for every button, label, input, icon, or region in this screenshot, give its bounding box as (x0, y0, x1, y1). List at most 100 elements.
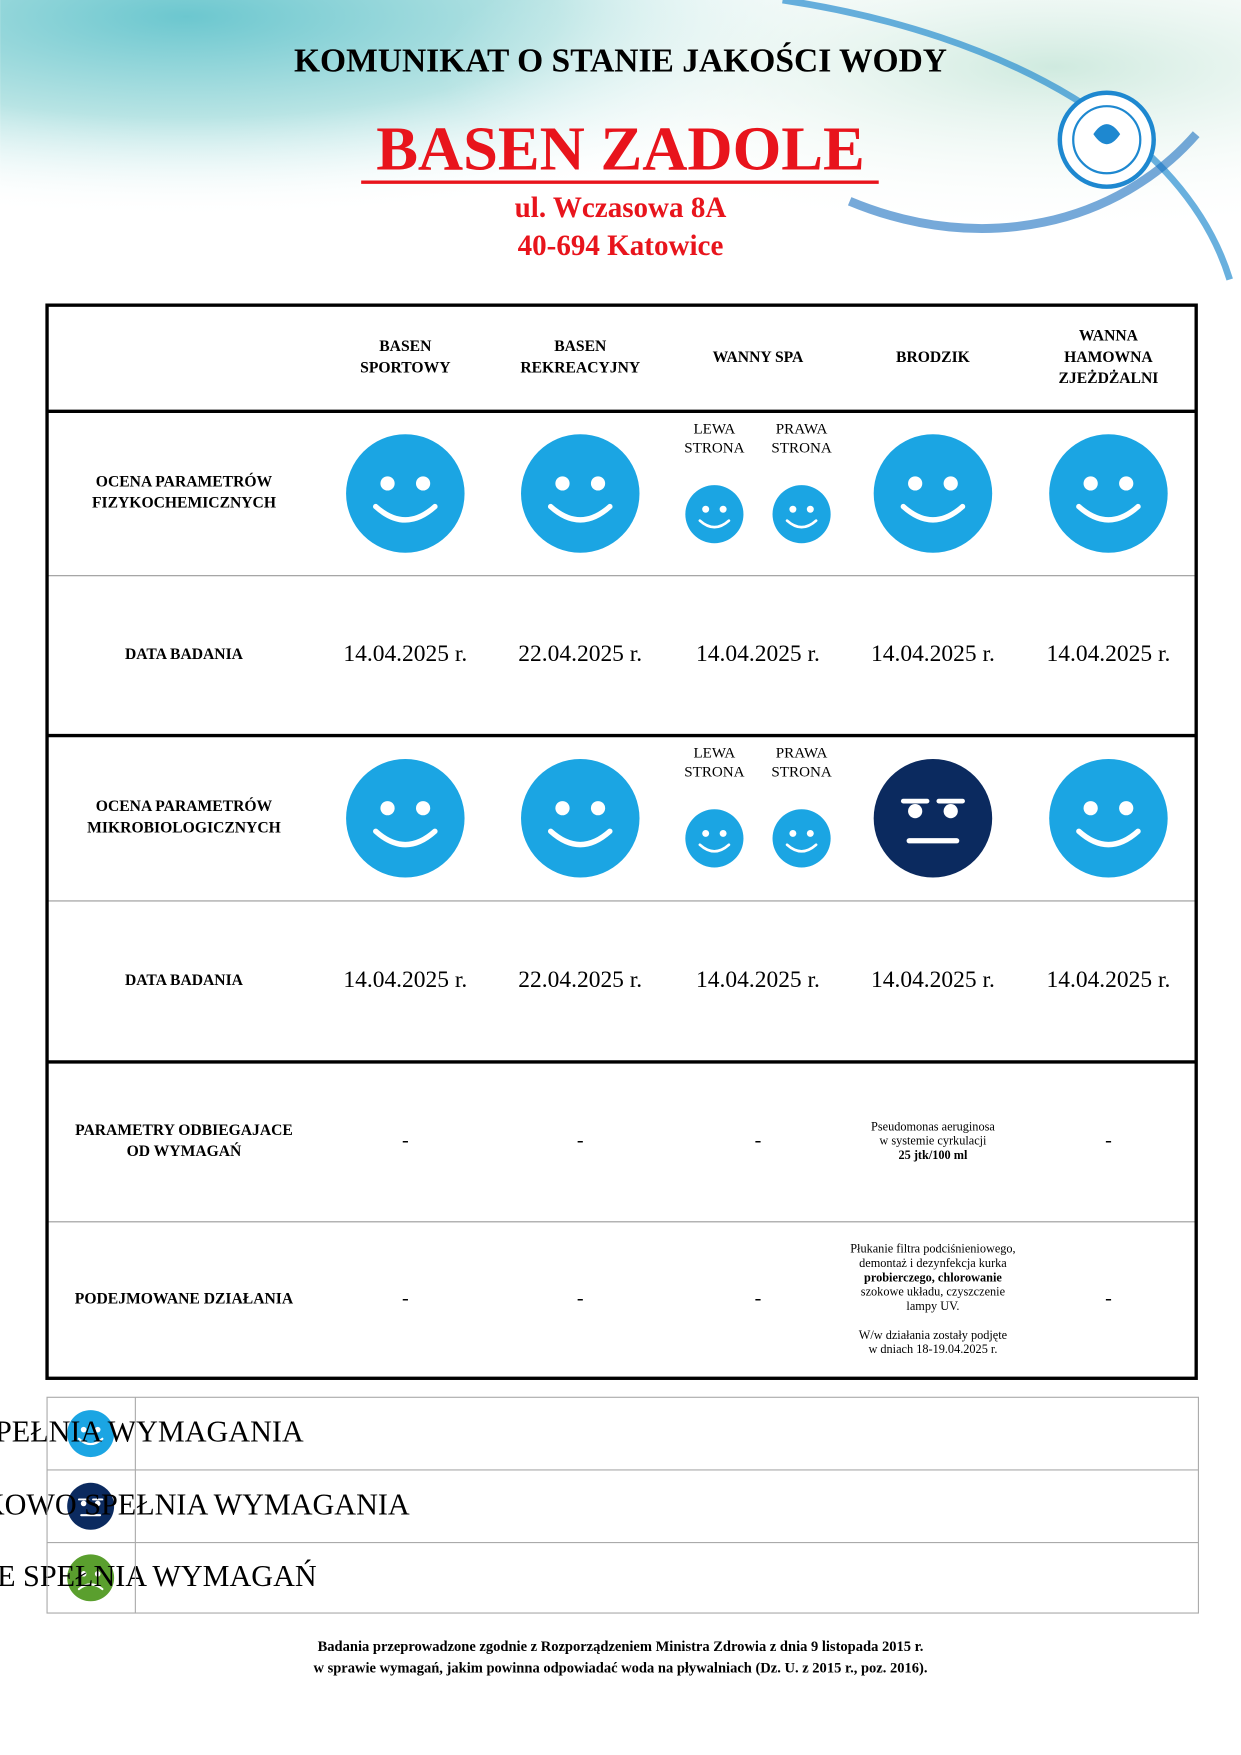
face-icon (1049, 759, 1168, 878)
face-eye (789, 505, 797, 513)
empty-cell: - (402, 1129, 409, 1151)
empty-cell: - (1105, 1288, 1112, 1310)
face-eye (415, 801, 431, 816)
empty-cell: - (577, 1129, 584, 1151)
face-icon (346, 434, 465, 553)
date-cell: 14.04.2025 r. (696, 641, 820, 667)
legend-label: NIE SPEŁNIA WYMAGAŃ (0, 1559, 317, 1593)
face-eye (943, 476, 958, 491)
face-eye (1119, 476, 1134, 491)
column-header: BRODZIK (896, 349, 971, 366)
date-cell: 14.04.2025 r. (871, 967, 995, 993)
pool-name: BASEN ZADOLE (376, 114, 865, 184)
column-header: BASEN (554, 338, 607, 355)
footer: Badania przeprowadzone zgodnie z Rozporz… (313, 1639, 927, 1676)
date-cell: 22.04.2025 r. (518, 967, 642, 993)
face-icon (521, 434, 640, 553)
face-eye (908, 476, 923, 491)
sub-column-header: LEWA (693, 421, 735, 437)
legend-label: SPEŁNIA WYMAGANIA (0, 1415, 304, 1449)
column-header: BASEN (379, 338, 432, 355)
face-circle (67, 1410, 115, 1458)
face-icon (67, 1482, 115, 1530)
face-icon (685, 485, 744, 544)
legend: SPEŁNIA WYMAGANIA WARUNKOWO SPEŁNIA WYMAG… (0, 1396, 1199, 1614)
face-eye (943, 804, 958, 819)
face-eye (380, 801, 395, 816)
face-eye (555, 476, 570, 491)
face-eye (555, 801, 570, 816)
sub-column-header: PRAWA (776, 421, 828, 437)
face-eye (80, 1571, 87, 1577)
face-eye (702, 505, 710, 513)
note-line: demontaż i dezynfekcja kurka (859, 1256, 1007, 1270)
face-eye (80, 1500, 87, 1507)
sub-column-header: STRONA (771, 764, 831, 780)
face-eye (908, 804, 923, 819)
face-icon (873, 759, 993, 878)
empty-cell: - (577, 1288, 584, 1310)
note-line: w systemie cyrkulacji (879, 1134, 987, 1148)
note-line: 25 jtk/100 ml (898, 1148, 967, 1162)
face-mouth (373, 503, 438, 523)
city: 40-694 Katowice (518, 230, 724, 262)
empty-cell: - (755, 1129, 762, 1151)
face-eye (380, 476, 395, 491)
row-label: OD WYMAGAŃ (127, 1143, 242, 1160)
row-label: OCENA PARAMETRÓW (96, 798, 273, 815)
face-mouth (77, 1583, 104, 1591)
empty-cell: - (1105, 1129, 1112, 1151)
sub-column-header: LEWA (693, 745, 735, 761)
date-cell: 14.04.2025 r. (343, 967, 467, 993)
face-mouth (1076, 503, 1141, 523)
face-eye (94, 1500, 101, 1507)
face-mouth (1076, 828, 1141, 848)
face-icon (67, 1410, 115, 1458)
column-header: ZJEŻDŻALNI (1059, 370, 1159, 387)
row-label: DATA BADANIA (125, 972, 244, 989)
face-icon (873, 434, 993, 553)
face-eye (590, 476, 606, 491)
face-circle (346, 434, 465, 553)
face-mouth (547, 828, 613, 848)
legend-frame (46, 1396, 1199, 1614)
face-circle (873, 434, 993, 553)
face-mouth (785, 519, 818, 529)
face-circle (521, 759, 640, 878)
face-eye (806, 505, 814, 513)
table-border (45, 303, 1198, 1380)
column-header: HAMOWNA (1064, 349, 1153, 366)
decor-wave (782, 0, 1233, 281)
face-eye (719, 505, 727, 513)
face-mouth (698, 843, 731, 853)
note-line: lampy UV. (906, 1299, 959, 1313)
face-mouth (785, 843, 818, 853)
date-cell: 14.04.2025 r. (1046, 641, 1170, 667)
legend-label: WARUNKOWO SPEŁNIA WYMAGANIA (0, 1487, 410, 1521)
face-eye (789, 829, 797, 837)
sub-column-header: STRONA (771, 440, 831, 456)
face-circle (685, 485, 744, 544)
logo (1057, 90, 1156, 189)
note-line: W/w działania zostały podjęte (859, 1328, 1008, 1342)
date-cell: 14.04.2025 r. (1046, 967, 1170, 993)
face-circle (873, 759, 993, 878)
face-circle (1049, 434, 1168, 553)
face-eye (94, 1426, 101, 1433)
face-icon (521, 759, 640, 878)
sub-column-header: STRONA (684, 764, 744, 780)
row-label: PARAMETRY ODBIEGAJACE (75, 1122, 293, 1139)
face-eye (1083, 801, 1098, 816)
row-label: OCENA PARAMETRÓW (96, 473, 273, 490)
face-eye (94, 1571, 101, 1577)
empty-cell: - (402, 1288, 409, 1310)
face-icon (772, 485, 831, 544)
date-cell: 14.04.2025 r. (871, 641, 995, 667)
face-eye (80, 1426, 87, 1433)
face-eye (719, 829, 727, 837)
row-label: DATA BADANIA (125, 646, 244, 663)
face-circle (685, 809, 744, 868)
note-line: szokowe układu, czyszczenie (861, 1285, 1006, 1299)
